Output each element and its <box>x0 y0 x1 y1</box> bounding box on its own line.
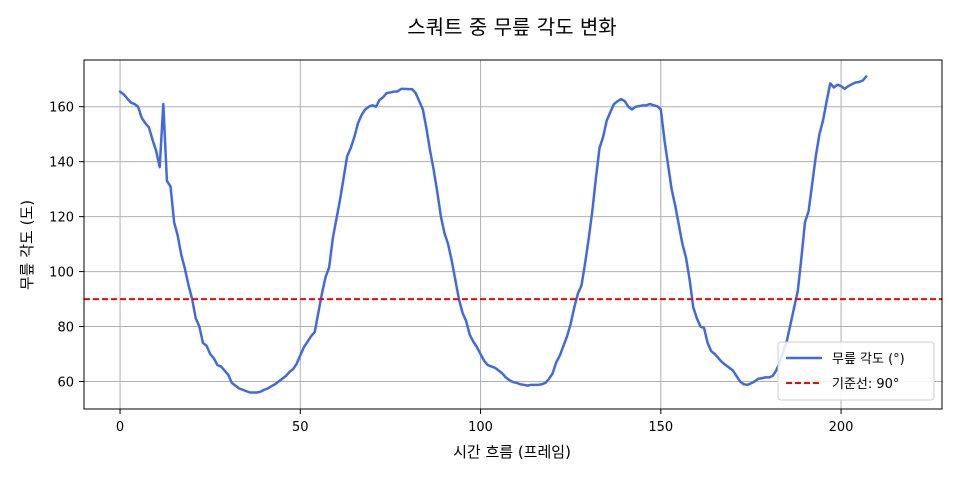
legend-box <box>777 341 935 401</box>
y-tick-label: 60 <box>57 376 74 391</box>
legend-label-knee-angle: 무릎 각도 (°) <box>832 352 905 367</box>
series-line-knee-angle <box>118 75 868 394</box>
y-tick-label: 80 <box>57 321 74 336</box>
chart-title: 스쿼트 중 무릎 각도 변화 <box>407 15 616 39</box>
legend-label-reference-line: 기준선: 90° <box>832 377 899 392</box>
y-tick-label: 120 <box>49 211 74 226</box>
y-tick-label: 140 <box>49 156 74 171</box>
x-tick-label: 200 <box>829 420 854 435</box>
x-tick-label: 50 <box>292 420 309 435</box>
ticks: 0 50 100 150 200 60 80 100 120 140 160 <box>49 101 853 435</box>
x-axis-label: 시간 흐름 (프레임) <box>453 443 571 461</box>
y-axis-label: 무릎 각도 (도) <box>18 200 36 290</box>
series-layer <box>84 75 942 394</box>
x-tick-label: 150 <box>648 420 673 435</box>
plot-frame <box>83 59 943 410</box>
x-tick-label: 100 <box>468 420 493 435</box>
y-tick-label: 160 <box>49 101 74 116</box>
y-tick-label: 100 <box>49 266 74 281</box>
x-tick-label: 0 <box>116 420 124 435</box>
legend: 무릎 각도 (°) 기준선: 90° <box>777 341 935 401</box>
